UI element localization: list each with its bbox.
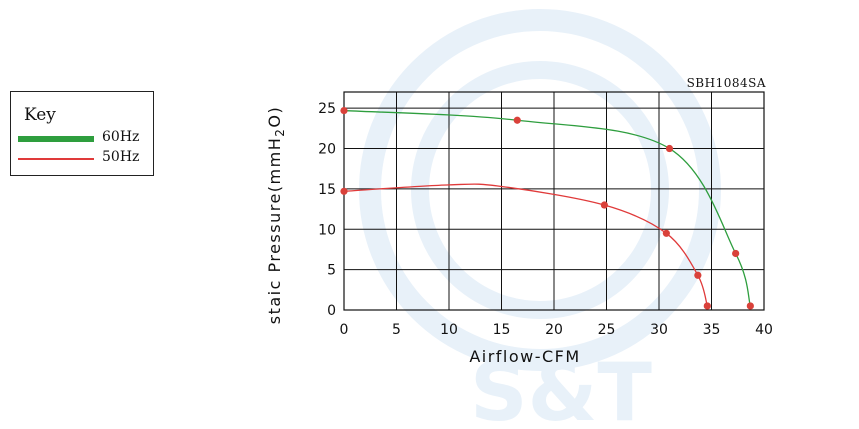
chart-series (340, 106, 754, 310)
legend-label-60hz: 60Hz (102, 129, 140, 145)
x-tick-label: 40 (755, 322, 773, 338)
x-tick-label: 10 (440, 322, 458, 338)
legend-item-60hz: 60Hz (18, 129, 150, 146)
chart-ticks: 0 5 10 15 20 25 30 35 40 0 5 10 15 20 25 (318, 101, 773, 338)
y-tick-label: 20 (318, 142, 336, 158)
x-tick-label: 20 (545, 322, 563, 338)
legend-swatch-50hz (18, 158, 94, 160)
chart-title: SBH1084SA (687, 76, 766, 90)
y-tick-label: 5 (327, 263, 336, 279)
x-tick-label: 35 (703, 322, 721, 338)
y-axis-label-main: staic Pressure(mmH (265, 137, 284, 325)
legend: Key 60Hz 50Hz (10, 91, 154, 176)
y-tick-label: 25 (318, 101, 336, 117)
legend-swatch-60hz (18, 136, 94, 142)
legend-label-50hz: 50Hz (102, 149, 140, 165)
x-axis-label: Airflow-CFM (469, 347, 580, 366)
y-tick-label: 0 (327, 303, 336, 319)
data-point-50hz (340, 187, 348, 195)
watermark-text: S&T (470, 346, 652, 429)
data-point-50hz (703, 302, 711, 310)
data-point-50hz (694, 271, 702, 279)
x-tick-label: 25 (598, 322, 616, 338)
y-tick-label: 15 (318, 182, 336, 198)
y-axis-label: staic Pressure(mmH2O) (265, 106, 287, 325)
x-tick-label: 15 (493, 322, 511, 338)
y-tick-label: 10 (318, 222, 336, 238)
watermark-ring-inner (411, 61, 669, 319)
legend-title: Key (24, 105, 56, 125)
data-point-50hz (662, 229, 670, 237)
data-point-60hz (732, 249, 740, 258)
data-point-60hz (340, 106, 348, 115)
legend-item-50hz: 50Hz (18, 149, 150, 166)
x-tick-label: 0 (340, 322, 349, 338)
data-point-60hz (746, 302, 754, 310)
y-axis-label-end: O) (265, 106, 284, 128)
data-point-50hz (600, 201, 609, 209)
y-axis-label-subscript: 2 (273, 128, 287, 137)
x-tick-label: 30 (650, 322, 668, 338)
plot-frame (343, 91, 765, 311)
data-point-60hz (513, 116, 521, 124)
x-tick-label: 5 (392, 322, 401, 338)
data-point-60hz (665, 144, 674, 153)
